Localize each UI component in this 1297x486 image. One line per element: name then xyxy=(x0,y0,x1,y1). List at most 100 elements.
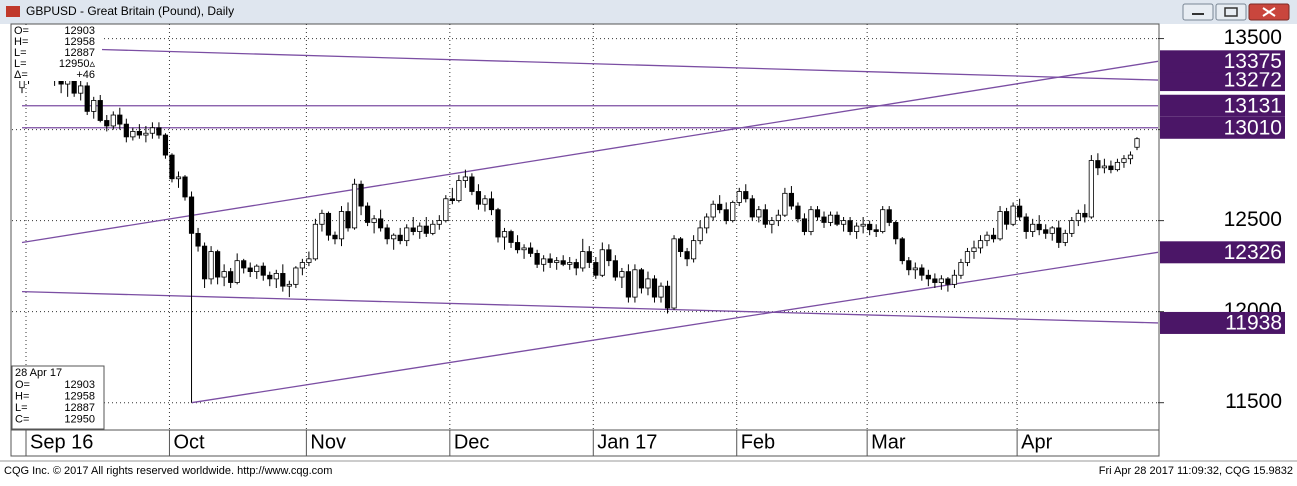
close-icon xyxy=(1262,7,1276,17)
candle-body xyxy=(1043,229,1049,234)
date-box xyxy=(11,365,105,430)
candle-body xyxy=(136,131,142,136)
candle-body xyxy=(234,260,240,283)
date-box-value: 12887 xyxy=(64,402,95,414)
date-box-key: O= xyxy=(15,379,30,391)
candle-body xyxy=(1003,211,1010,225)
maximize-button[interactable] xyxy=(1215,3,1247,21)
candle-body xyxy=(273,273,279,280)
date-box-key: H= xyxy=(15,390,29,402)
candle-body xyxy=(195,232,201,247)
candle-body xyxy=(449,198,455,202)
plot-area xyxy=(10,23,1160,431)
date-box-value: 12903 xyxy=(64,379,95,391)
candle-body xyxy=(1075,212,1081,222)
candle-body xyxy=(123,123,129,138)
info-value: 12903 xyxy=(64,25,95,37)
candle-body xyxy=(697,227,703,242)
candle-body xyxy=(677,238,684,252)
candle-body xyxy=(462,176,468,181)
candle-body xyxy=(215,251,221,278)
candle-body xyxy=(456,180,462,202)
candle-body xyxy=(482,198,488,205)
candle-body xyxy=(475,191,482,205)
line-value-label: 13131 xyxy=(1224,94,1282,117)
candle-body xyxy=(808,209,814,232)
candle-body xyxy=(319,212,325,225)
candle-body xyxy=(1134,138,1140,148)
candle-body xyxy=(925,274,931,280)
candle-body xyxy=(91,100,97,112)
candle-body xyxy=(260,265,266,276)
grid xyxy=(12,24,1164,456)
labels: 1150012000125001300013500Sep 16OctNovDec… xyxy=(11,25,1285,453)
minimize-button[interactable] xyxy=(1182,3,1214,21)
candle-body xyxy=(175,176,182,180)
candle-body xyxy=(619,271,625,278)
candle-body xyxy=(795,205,801,220)
candle-body xyxy=(1036,223,1042,231)
candle-body xyxy=(821,216,827,223)
candle-body xyxy=(912,267,918,271)
candle-body xyxy=(338,211,345,240)
candle-body xyxy=(19,80,25,89)
candle-body xyxy=(801,218,808,232)
candle-body xyxy=(1010,205,1016,225)
candle-body xyxy=(514,242,521,251)
candle-body xyxy=(691,240,697,260)
candle-body xyxy=(1127,154,1134,160)
line-value-label: 11938 xyxy=(1225,311,1282,334)
candle-body xyxy=(325,212,332,236)
line-value-box xyxy=(1160,94,1285,117)
candle-body xyxy=(443,198,449,222)
candle-body xyxy=(71,80,77,94)
trend-line xyxy=(100,48,1159,81)
candle-body xyxy=(769,220,775,225)
candle-body xyxy=(664,285,671,309)
candle-body xyxy=(280,273,286,287)
candle-body xyxy=(149,127,156,134)
candle-body xyxy=(351,183,358,229)
candle-body xyxy=(188,196,195,234)
candle-body xyxy=(110,114,116,127)
candle-body xyxy=(527,247,534,254)
candle-body xyxy=(130,131,136,138)
title-bar xyxy=(0,0,1297,24)
date-box-key: C= xyxy=(15,413,29,425)
app-icon xyxy=(6,6,20,17)
candle-body xyxy=(873,229,879,232)
info-value: +46 xyxy=(76,69,95,81)
candle-body xyxy=(201,245,208,280)
footer-left: CQG Inc. © 2017 All rights reserved worl… xyxy=(4,465,332,477)
candle-body xyxy=(1095,160,1101,169)
x-tick-label: Nov xyxy=(310,431,346,453)
trend-lines xyxy=(21,48,1159,404)
candle-body xyxy=(671,238,677,309)
candle-body xyxy=(730,202,736,222)
candle-body xyxy=(306,258,312,263)
window-title: GBPUSD - Great Britain (Pound), Daily xyxy=(26,4,234,18)
candle-body xyxy=(104,120,110,127)
candle-body xyxy=(723,209,729,222)
line-value-box xyxy=(1160,311,1285,334)
date-box-value: 12950 xyxy=(64,413,95,425)
candle-body xyxy=(775,214,781,222)
candle-body xyxy=(364,205,371,223)
candle-body xyxy=(332,234,338,240)
candle-body xyxy=(182,176,188,198)
candle-body xyxy=(430,223,436,234)
candle-body xyxy=(1030,223,1036,232)
candle-body xyxy=(1069,220,1075,234)
candle-body xyxy=(867,223,873,231)
candle-body xyxy=(254,265,260,273)
maximize-icon xyxy=(1224,7,1238,17)
candle-body xyxy=(586,251,592,263)
candle-body xyxy=(782,192,788,216)
y-tick-label: 13500 xyxy=(1224,26,1282,49)
date-axis xyxy=(10,429,1160,457)
candle-body xyxy=(958,262,964,276)
candle-body xyxy=(938,278,944,283)
candle-body xyxy=(893,222,899,240)
candle-body xyxy=(899,238,905,262)
candle-body xyxy=(299,262,305,269)
